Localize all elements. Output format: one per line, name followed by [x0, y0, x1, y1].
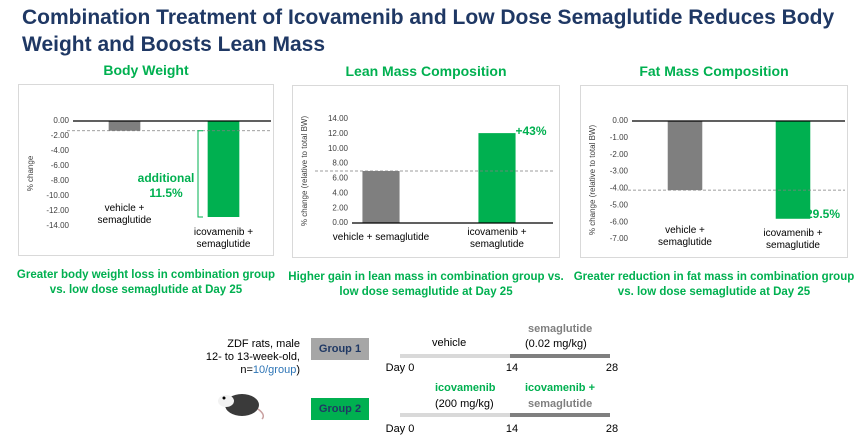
animals: ZDF rats, male: [227, 338, 300, 350]
chart-panel: % change 0.00 -2.00 -4.00 -6.00 -8.00 -10.00 -1…: [18, 84, 274, 256]
day-label: 28: [605, 362, 619, 374]
phase2-text: icovamenib +: [525, 382, 596, 394]
chart-caption: Greater reduction in fat mass in combina…: [573, 271, 855, 298]
group-2-label: Group 2: [311, 398, 369, 420]
x-tick-label: icovamenib + semaglutide: [763, 228, 823, 251]
day-label: Day 0: [385, 423, 415, 435]
x-tick-label: icovamenib + semaglutide: [193, 227, 254, 250]
y-tick-label: -10.00: [46, 191, 69, 200]
bar: [108, 121, 141, 131]
y-axis-label: % change (relative to total BW): [588, 125, 597, 236]
y-tick-label: 6.00: [332, 174, 348, 183]
y-tick-label: 8.00: [332, 159, 348, 168]
chart-caption: Higher gain in lean mass in combination …: [288, 271, 564, 298]
bar: [775, 121, 811, 219]
y-tick-label: -6.00: [51, 161, 70, 170]
annotation: -29.5%: [801, 207, 841, 221]
y-tick-label: -4.00: [51, 146, 70, 155]
y-tick-label: -12.00: [46, 206, 69, 215]
y-tick-label: -3.00: [610, 167, 629, 176]
slide-title: Combination Treatment of Icovamenib and …: [22, 6, 835, 56]
y-tick-label: -1.00: [610, 133, 629, 142]
day-label: 14: [505, 362, 519, 374]
y-tick-label: 2.00: [332, 203, 348, 212]
y-tick-label: 10.00: [328, 144, 349, 153]
y-tick-label: 0.00: [612, 116, 628, 125]
x-tick-label: vehicle + semaglutide: [332, 232, 430, 243]
y-tick-label: 4.00: [332, 188, 348, 197]
phase1-dose: (200 mg/kg): [435, 398, 494, 410]
n-suffix: ): [296, 364, 300, 376]
bar: [362, 171, 400, 223]
bar: [667, 121, 703, 191]
chart-title: Body Weight: [103, 62, 189, 78]
rat-icon: [218, 394, 265, 420]
day-label: 14: [505, 423, 519, 435]
y-tick-label: 0.00: [332, 218, 348, 227]
phase2-text: semaglutide: [528, 323, 593, 335]
day-label: Day 0: [385, 362, 415, 374]
x-tick-label: icovamenib + semaglutide: [467, 227, 527, 250]
chart-panel: % change (relative to total BW) 0.00 -1.00…: [580, 85, 848, 258]
chart: % change (relative to total BW) 0.00 -1.00…: [588, 116, 845, 243]
bar: [207, 121, 240, 217]
phase2-text: semaglutide: [528, 398, 593, 410]
y-tick-label: -2.00: [610, 150, 629, 159]
y-tick-label: 12.00: [328, 129, 349, 138]
y-tick-label: 0.00: [53, 116, 69, 125]
y-tick-label: -14.00: [46, 221, 69, 230]
x-tick-label: vehicle + semaglutide: [658, 225, 712, 248]
annotation: additional 11.5%: [137, 171, 195, 200]
y-tick-label: -4.00: [610, 184, 629, 193]
x-tick-label: vehicle + semaglutide: [97, 203, 152, 226]
bar: [478, 133, 516, 223]
annotation: +43%: [515, 124, 547, 138]
y-axis-label: % change: [26, 155, 35, 191]
timeline-phase1: [400, 354, 510, 358]
age: 12- to 13-week-old,: [205, 351, 300, 363]
timeline-phase2: [510, 413, 610, 417]
phase2-dose: (0.02 mg/kg): [525, 338, 587, 350]
y-tick-label: 14.00: [328, 114, 349, 123]
chart-title: Lean Mass Composition: [345, 63, 507, 79]
y-tick-label: -5.00: [610, 200, 629, 209]
day-label: 28: [605, 423, 619, 435]
study-info: ZDF rats, male 12- to 13-week-old, n=10/…: [200, 338, 300, 377]
y-tick-label: -8.00: [51, 176, 70, 185]
chart: % change (relative to total BW) 0.00 2.00 4…: [300, 114, 553, 227]
y-tick-label: -6.00: [610, 217, 629, 226]
chart-caption: Greater body weight loss in combination …: [16, 269, 276, 296]
y-axis-label: % change (relative to total BW): [300, 116, 309, 227]
y-tick-label: -2.00: [51, 131, 70, 140]
chart-title: Fat Mass Composition: [639, 63, 789, 79]
n-count: 10/group: [252, 364, 297, 376]
chart: % change 0.00 -2.00 -4.00 -6.00 -8.00 -10.00 -1…: [26, 116, 271, 230]
n-prefix: n=: [240, 364, 253, 376]
n-line: n=10/group): [200, 364, 300, 377]
chart-panel: % change (relative to total BW) 0.00 2.00 4…: [292, 85, 560, 258]
timeline-phase1: [400, 413, 510, 417]
phase1-text: vehicle: [432, 337, 467, 349]
timeline-phase2: [510, 354, 610, 358]
y-tick-label: -7.00: [610, 234, 629, 243]
phase1-text: icovamenib: [435, 382, 496, 394]
bracket: [197, 130, 203, 218]
group-1-label: Group 1: [311, 338, 369, 360]
